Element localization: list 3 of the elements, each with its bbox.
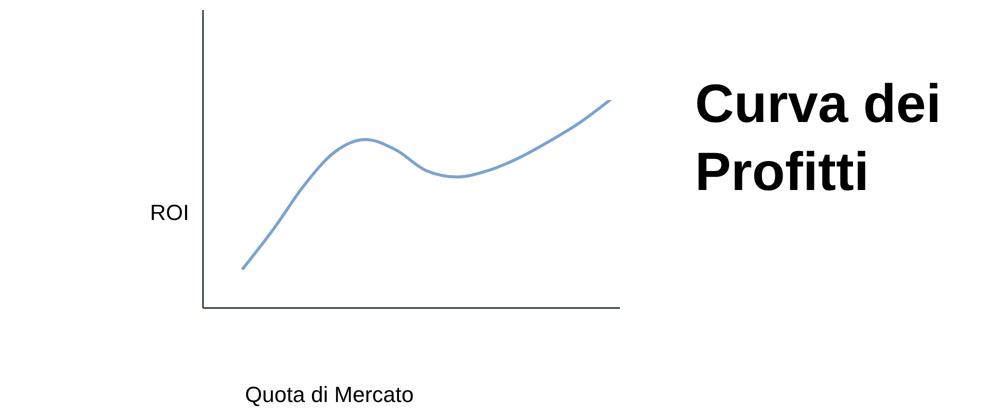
- text: Curva dei Profitti: [695, 73, 942, 204]
- x-axis-title: Quota di Mercato: [245, 382, 414, 408]
- y-axis-title: ROI: [150, 200, 190, 226]
